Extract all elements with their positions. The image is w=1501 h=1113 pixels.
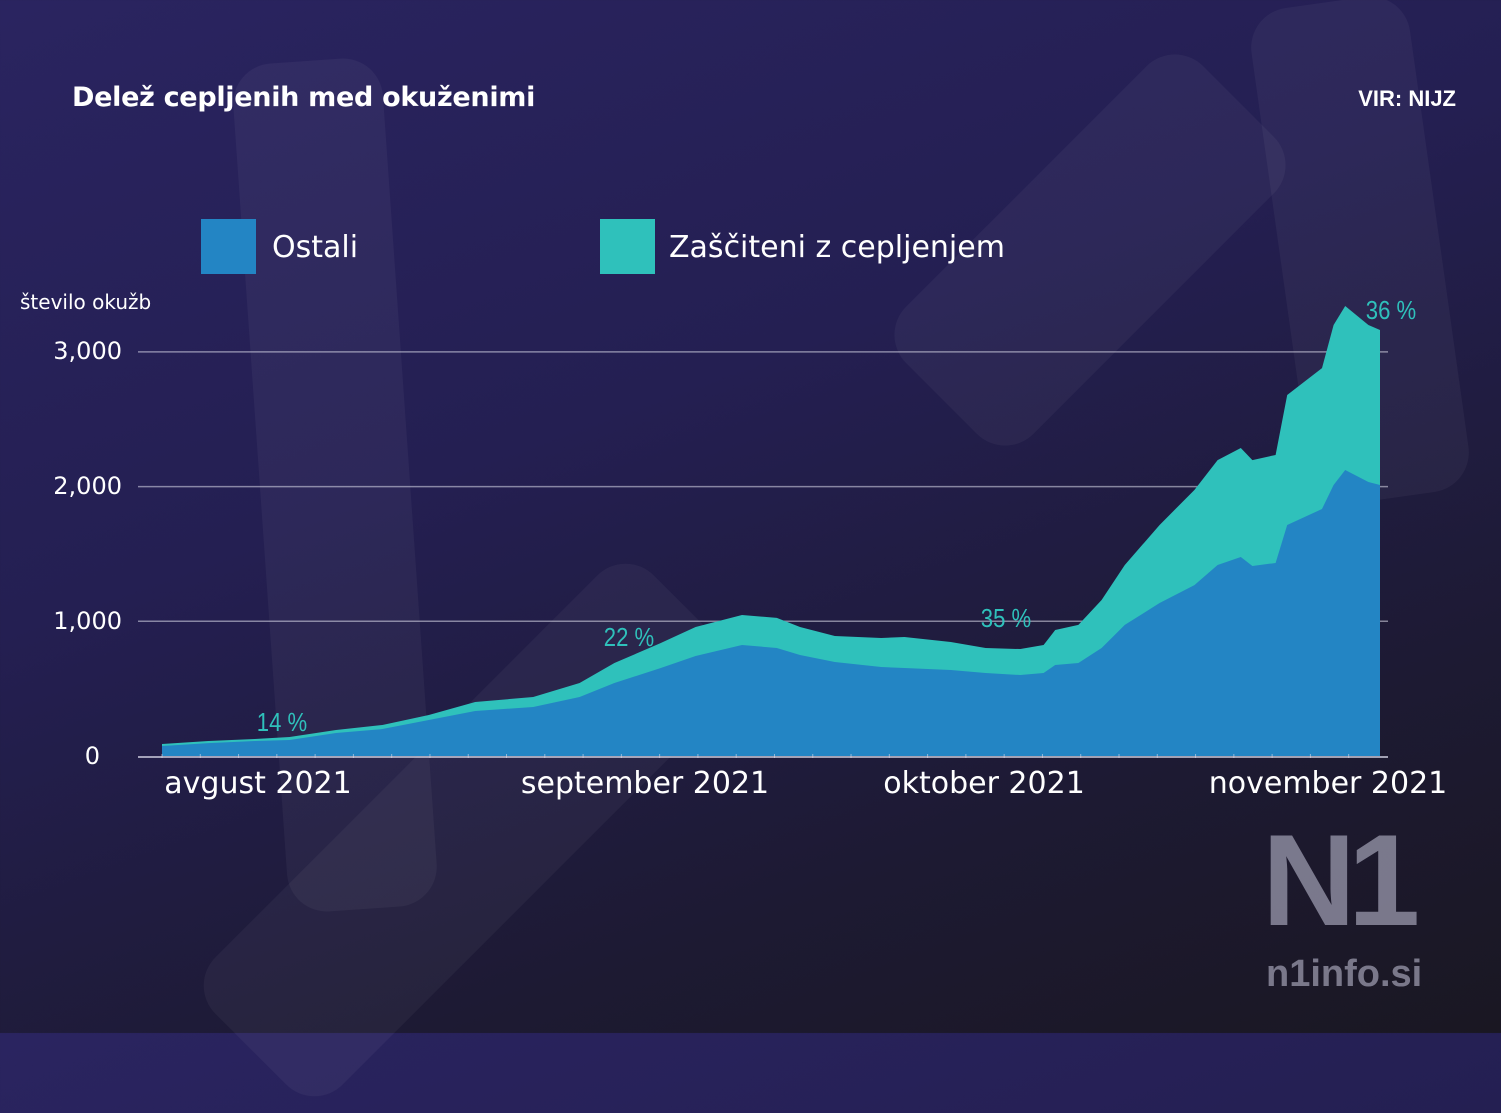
x-tick-label: september 2021 — [520, 766, 770, 801]
x-tick-label: november 2021 — [1208, 766, 1448, 801]
y-tick-label: 1,000 — [53, 607, 122, 635]
area-series-vaccinated — [162, 305, 1380, 756]
logo-site: n1info.si — [1266, 953, 1423, 995]
area-series-ostali — [162, 470, 1380, 756]
y-tick-label: 3,000 — [53, 337, 122, 365]
x-tick-label: avgust 2021 — [164, 766, 352, 801]
y-tick-label: 2,000 — [53, 472, 122, 500]
y-axis-label: število okužb — [20, 290, 152, 314]
legend-swatch-ostali — [201, 219, 256, 274]
annotation-label: 35 % — [980, 603, 1032, 633]
annotation-label: 14 % — [256, 707, 308, 737]
annotation-label: 36 % — [1365, 295, 1417, 325]
area-chart — [138, 305, 1388, 758]
source-label: VIR: NIJZ — [1358, 86, 1456, 111]
logo-mark: N1 — [1262, 807, 1420, 953]
x-tick-label: oktober 2021 — [883, 766, 1085, 801]
y-tick-label: 0 — [84, 742, 100, 770]
annotation-label: 22 % — [603, 622, 655, 652]
legend-label-ostali: Ostali — [272, 230, 359, 265]
legend-label-vaccinated: Zaščiteni z cepljenjem — [669, 230, 1005, 265]
legend-swatch-vaccinated — [600, 219, 655, 274]
chart-title: Delež cepljenih med okuženimi — [72, 82, 536, 113]
